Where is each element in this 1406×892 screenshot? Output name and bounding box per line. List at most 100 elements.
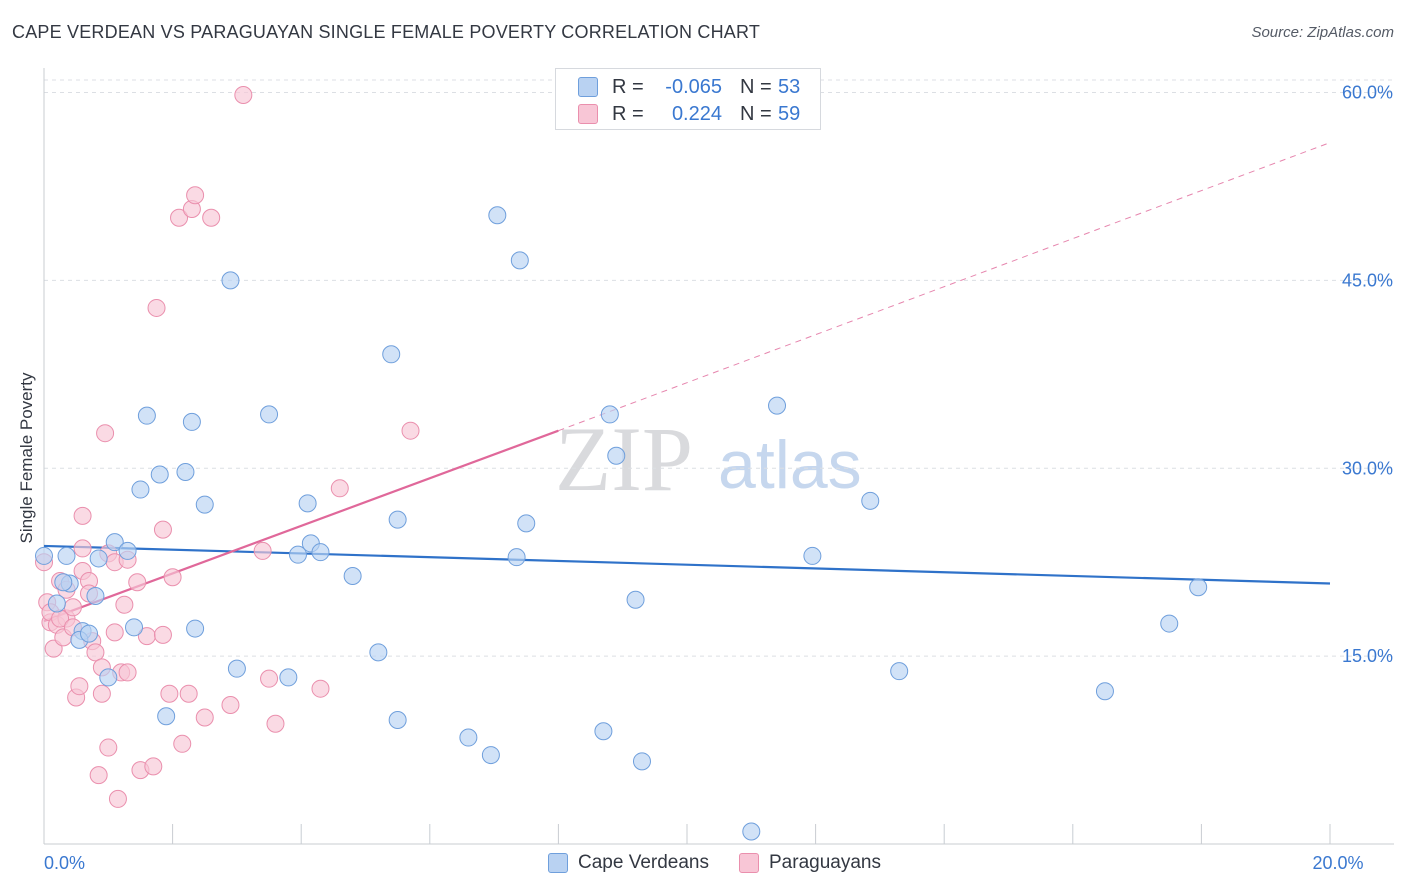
cape-verdean-point bbox=[388, 510, 407, 529]
cape-verdean-point bbox=[35, 546, 53, 565]
n-value: 59 bbox=[778, 102, 801, 125]
paraguayan-point bbox=[118, 663, 137, 682]
cape-verdean-point bbox=[369, 643, 388, 662]
cape-verdean-point bbox=[742, 822, 761, 841]
cape-verdean-point bbox=[459, 728, 478, 747]
cape-verdean-point bbox=[803, 546, 822, 565]
r-label: R = bbox=[612, 102, 644, 125]
paraguayan-point bbox=[163, 568, 182, 587]
trend-lines bbox=[43, 142, 1331, 623]
cape-verdean-point bbox=[1160, 614, 1179, 633]
paraguayan-point bbox=[108, 789, 127, 808]
n-label: N = bbox=[740, 102, 772, 125]
cape-verdean-point bbox=[99, 668, 118, 687]
paraguayan-point bbox=[96, 424, 115, 443]
paraguayan-point bbox=[186, 186, 205, 205]
legend-label: Cape Verdeans bbox=[578, 852, 709, 873]
cape-verdean-point bbox=[288, 545, 307, 564]
n-value: 53 bbox=[778, 75, 801, 98]
grid bbox=[44, 79, 1394, 657]
cape-verdean-point bbox=[388, 711, 407, 730]
paraguayan-point bbox=[89, 766, 108, 785]
cape-verdean-point bbox=[890, 662, 909, 681]
cape-verdeans-swatch bbox=[578, 77, 598, 97]
cape-verdean-point bbox=[1095, 682, 1114, 701]
paraguayan-point bbox=[221, 695, 240, 714]
paraguayan-point bbox=[147, 298, 166, 317]
cape-verdean-point bbox=[626, 590, 645, 609]
cape-verdean-point bbox=[89, 549, 108, 568]
cape-verdean-point bbox=[186, 619, 205, 638]
paraguayan-point bbox=[266, 714, 285, 733]
cape-verdean-point bbox=[260, 405, 279, 424]
paraguayans-swatch bbox=[578, 104, 598, 124]
cape-verdean-point bbox=[182, 412, 201, 431]
cape-verdean-point bbox=[600, 405, 619, 424]
cape-verdean-point bbox=[343, 566, 362, 585]
cape-verdean-point bbox=[176, 463, 195, 482]
x-tick-label: 20.0% bbox=[1312, 853, 1363, 873]
paraguayan-point bbox=[153, 520, 172, 539]
paraguayans-trend-line bbox=[43, 429, 559, 623]
paraguayan-point bbox=[173, 734, 192, 753]
cape-verdean-point bbox=[57, 546, 76, 565]
cape-verdean-point bbox=[137, 406, 156, 425]
paraguayan-point bbox=[128, 573, 147, 592]
cape-verdean-point bbox=[86, 587, 105, 606]
paraguayan-point bbox=[86, 643, 105, 662]
paraguayan-point bbox=[260, 669, 279, 688]
cape-verdean-point bbox=[118, 541, 137, 560]
legend-label: Paraguayans bbox=[769, 852, 881, 873]
cape-verdean-point bbox=[861, 491, 880, 510]
paraguayan-point bbox=[99, 738, 118, 757]
paraguayan-point bbox=[179, 684, 198, 703]
cape-verdean-point bbox=[279, 668, 298, 687]
cape-verdean-point bbox=[80, 624, 99, 643]
cape-verdean-point bbox=[227, 659, 246, 678]
legend-row-cape-verdeans: R = -0.065 N = 53 bbox=[578, 73, 800, 101]
cape-verdean-point bbox=[195, 495, 214, 514]
legend-item-paraguayans[interactable]: Paraguayans bbox=[739, 852, 881, 874]
cape-verdean-point bbox=[54, 573, 73, 592]
tick-labels: 15.0% 30.0% 45.0% 60.0% 0.0% 20.0% bbox=[44, 83, 1393, 873]
cape-verdean-point bbox=[105, 533, 124, 552]
cape-verdean-point bbox=[768, 396, 787, 415]
cape-verdeans-trend-line bbox=[43, 544, 1331, 585]
r-value: -0.065 bbox=[665, 75, 722, 98]
cape-verdean-point bbox=[1189, 578, 1208, 597]
paraguayans-swatch bbox=[739, 853, 759, 873]
y-axis-label: Single Female Poverty bbox=[17, 372, 36, 544]
cape-verdean-point bbox=[298, 494, 317, 513]
paraguayan-point bbox=[115, 595, 134, 614]
r-label: R = bbox=[612, 75, 644, 98]
legend-row-paraguayans: R = 0.224 N = 59 bbox=[578, 100, 800, 128]
paraguayans-trend-extension bbox=[558, 142, 1331, 432]
y-tick-label: 15.0% bbox=[1342, 646, 1393, 666]
y-tick-label: 60.0% bbox=[1342, 83, 1393, 103]
paraguayan-point bbox=[330, 479, 349, 498]
cape-verdean-point bbox=[157, 707, 176, 726]
cape-verdean-point bbox=[481, 746, 500, 765]
cape-verdean-point bbox=[131, 480, 150, 499]
paraguayan-point bbox=[92, 684, 111, 703]
cape-verdean-point bbox=[382, 345, 401, 364]
y-tick-label: 45.0% bbox=[1342, 270, 1393, 290]
y-tick-label: 30.0% bbox=[1342, 458, 1393, 478]
watermark: ZIP atlas bbox=[555, 408, 862, 510]
cape-verdeans-swatch bbox=[548, 853, 568, 873]
paraguayan-point bbox=[105, 623, 124, 642]
paraguayan-point bbox=[170, 208, 189, 227]
cape-verdean-point bbox=[125, 618, 144, 637]
paraguayan-point bbox=[401, 421, 420, 440]
stats-legend: R = -0.065 N = 53 R = 0.224 N = 59 bbox=[555, 68, 821, 130]
cape-verdean-point bbox=[47, 594, 66, 613]
paraguayan-point bbox=[153, 625, 172, 644]
legend-item-cape-verdeans[interactable]: Cape Verdeans bbox=[548, 852, 709, 874]
watermark-atlas: atlas bbox=[718, 427, 862, 503]
cape-verdean-point bbox=[311, 543, 330, 562]
series-legend: Cape Verdeans Paraguayans bbox=[548, 852, 911, 874]
paraguayan-point bbox=[73, 506, 92, 525]
paraguayan-point bbox=[144, 757, 163, 776]
cape-verdean-point bbox=[632, 752, 651, 771]
cape-verdean-point bbox=[510, 251, 529, 270]
